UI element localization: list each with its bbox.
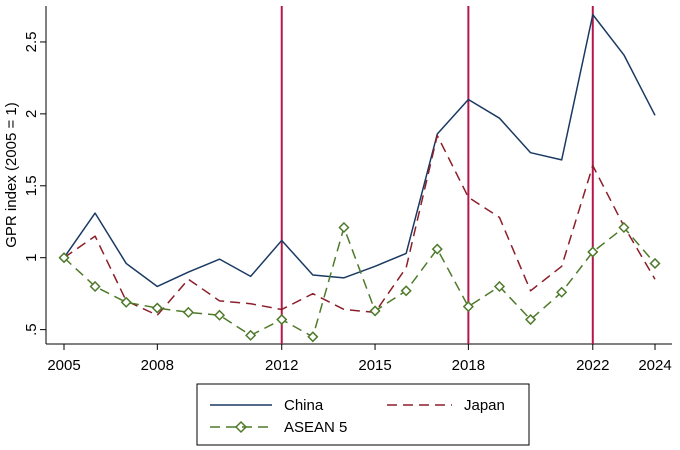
series-layer (58, 13, 661, 343)
plot-area: 2005 2008 2012 2015 2018 2022 2024 .5 1 1.5 2 2.5 (23, 6, 672, 374)
y-axis-ticks: .5 1 1.5 2 2.5 (23, 32, 46, 336)
y-axis-title: GPR index (2005 = 1) (3, 102, 20, 248)
point-asean-5-2022 (587, 246, 599, 258)
x-tick-label-2008: 2008 (141, 357, 174, 374)
y-tick-label-2: 2 (23, 110, 40, 118)
point-asean-5-2023 (618, 221, 630, 234)
point-asean-5-2019 (493, 280, 506, 293)
point-asean-5-2012 (276, 313, 288, 326)
point-asean-5-2011 (245, 329, 257, 341)
y-tick-label-1.5: 1.5 (23, 175, 40, 196)
x-tick-label-2012: 2012 (265, 357, 298, 374)
legend-box (196, 383, 530, 446)
point-asean-5-2007 (120, 296, 132, 308)
point-asean-5-2014 (338, 221, 350, 234)
point-asean-5-2017 (431, 243, 443, 255)
reference-lines (280, 6, 594, 344)
y-tick-label-0.5: .5 (23, 323, 40, 336)
legend-china-label: China (284, 397, 324, 414)
x-tick-label-2005: 2005 (47, 357, 80, 374)
x-axis-ticks: 2005 2008 2012 2015 2018 2022 2024 (47, 344, 672, 374)
point-asean-5-2020 (525, 313, 537, 326)
y-tick-label-2.5: 2.5 (23, 32, 40, 53)
point-asean-5-2016 (400, 285, 412, 297)
point-asean-5-2021 (556, 286, 568, 298)
x-tick-label-2024: 2024 (638, 357, 671, 374)
point-asean-5-2008 (151, 302, 163, 314)
point-asean-5-2024 (649, 257, 661, 270)
point-asean-5-2005 (58, 252, 70, 264)
legend-asean-label: ASEAN 5 (284, 419, 347, 436)
legend: China Japan ASEAN 5 (196, 383, 530, 446)
x-tick-label-2015: 2015 (358, 357, 391, 374)
x-tick-label-2022: 2022 (576, 357, 609, 374)
series-line-japan (63, 134, 656, 316)
legend-japan-label: Japan (464, 397, 505, 414)
point-asean-5-2018 (462, 301, 474, 313)
point-asean-5-2006 (89, 280, 101, 293)
legend-asean-marker (234, 420, 248, 434)
point-asean-5-2009 (182, 306, 194, 318)
series-line-asean-5 (63, 226, 656, 338)
x-tick-label-2018: 2018 (452, 357, 485, 374)
series-line-china (63, 13, 656, 288)
point-asean-5-2013 (307, 331, 319, 343)
y-tick-label-1: 1 (23, 254, 40, 262)
point-asean-5-2010 (213, 309, 226, 321)
point-asean-5-2015 (369, 305, 381, 317)
